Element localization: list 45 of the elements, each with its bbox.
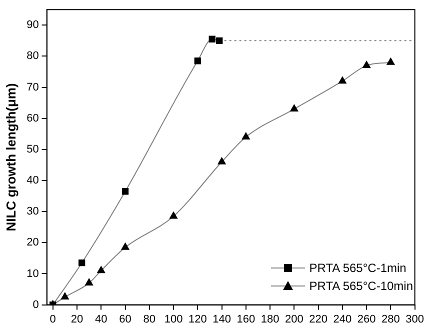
point <box>60 292 69 300</box>
x-tick-label: 60 <box>119 313 132 326</box>
point <box>78 260 86 266</box>
x-tick-label: 80 <box>143 313 156 326</box>
point <box>85 278 94 286</box>
point <box>194 58 201 64</box>
legend-label: PRTA 565°C-10min <box>309 279 413 293</box>
x-tick-label: 240 <box>333 313 352 326</box>
y-tick-label: 90 <box>26 19 39 32</box>
point <box>208 36 216 42</box>
x-tick-label: 280 <box>382 313 400 326</box>
legend-label: PRTA 565°C-1min <box>309 261 406 275</box>
point <box>121 242 130 250</box>
point <box>97 266 106 274</box>
y-tick-label: 10 <box>26 268 39 280</box>
y-tick-label: 50 <box>26 143 39 156</box>
point <box>290 104 298 112</box>
x-tick-label: 140 <box>212 313 231 326</box>
x-tick-label: 200 <box>284 313 304 326</box>
point <box>170 212 178 219</box>
x-tick-label: 220 <box>309 313 328 326</box>
y-axis-title: NILC growth length(μm) <box>3 83 18 232</box>
y-tick-label: 30 <box>26 206 39 218</box>
y-tick-label: 20 <box>26 236 39 249</box>
x-tick-label: 260 <box>357 313 376 326</box>
y-tick-label: 80 <box>26 50 39 62</box>
y-tick-label: 60 <box>26 112 39 124</box>
x-tick-label: 40 <box>95 313 108 326</box>
point <box>362 61 371 68</box>
point <box>216 37 223 44</box>
point <box>242 132 250 140</box>
x-tick-label: 20 <box>70 313 84 326</box>
x-tick-label: 0 <box>50 313 56 326</box>
y-tick-label: 40 <box>26 174 39 187</box>
y-tick-label: 0 <box>32 298 39 311</box>
point <box>338 76 346 84</box>
point <box>386 58 395 65</box>
x-tick-label: 160 <box>236 313 256 326</box>
x-tick-label: 300 <box>406 313 424 326</box>
x-tick-label: 100 <box>164 313 183 326</box>
x-tick-label: 180 <box>260 313 280 326</box>
point <box>122 188 129 195</box>
x-tick-label: 120 <box>188 313 207 326</box>
y-tick-label: 70 <box>26 81 39 94</box>
point <box>218 157 226 164</box>
